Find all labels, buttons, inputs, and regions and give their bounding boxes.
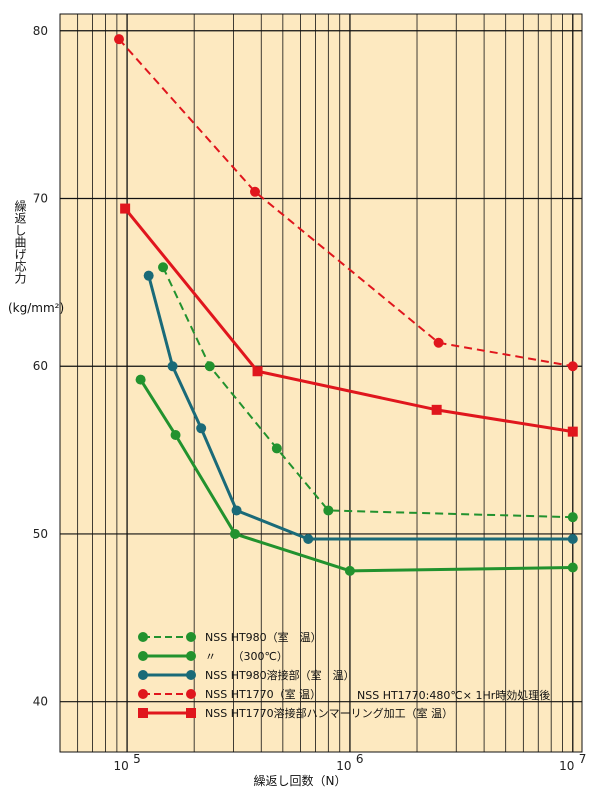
legend-entry: NSS HT980溶接部（室 温） bbox=[138, 668, 355, 682]
legend-entry: NSS HT1770溶接部ハンマーリング加工（室 温） bbox=[138, 706, 453, 720]
chart-note: NSS HT1770:480℃× 1Hr時効処理後 bbox=[357, 688, 550, 702]
legend-marker bbox=[138, 708, 148, 718]
y-axis-label: 繰返し曲げ応力 bbox=[13, 200, 27, 285]
data-point bbox=[114, 34, 125, 45]
series-0 bbox=[158, 262, 578, 523]
data-point bbox=[250, 186, 261, 197]
legend-entry: NSS HT980（室 温） bbox=[138, 630, 322, 644]
legend: NSS HT980（室 温） 〃 （300℃） NSS HT980溶接部（室 温） N… bbox=[138, 630, 453, 720]
legend-entry: 〃 （300℃） bbox=[138, 650, 288, 663]
x-tick-label: 10 bbox=[336, 759, 351, 773]
legend-marker bbox=[186, 651, 196, 661]
series-layer bbox=[114, 34, 578, 576]
data-point bbox=[567, 512, 578, 523]
legend-marker bbox=[186, 689, 196, 699]
legend-label: NSS HT1770（室 温） bbox=[205, 687, 321, 701]
grid bbox=[59, 14, 582, 752]
data-point bbox=[230, 528, 241, 539]
legend-marker bbox=[138, 689, 148, 699]
x-tick-label: 10 bbox=[559, 759, 574, 773]
x-tick-exponent: 5 bbox=[133, 752, 141, 766]
x-tick-label: 10 bbox=[113, 759, 128, 773]
series-4 bbox=[120, 203, 578, 437]
data-point bbox=[252, 366, 263, 377]
y-tick-label: 60 bbox=[33, 359, 48, 373]
legend-label: NSS HT980（室 温） bbox=[205, 630, 322, 644]
data-point bbox=[567, 533, 578, 544]
x-tick-exponent: 7 bbox=[579, 752, 587, 766]
legend-label: NSS HT1770溶接部ハンマーリング加工（室 温） bbox=[205, 706, 453, 720]
data-point bbox=[135, 374, 146, 385]
data-point bbox=[204, 361, 215, 372]
legend-marker bbox=[138, 670, 148, 680]
data-point bbox=[567, 426, 578, 437]
data-point bbox=[158, 262, 169, 273]
data-point bbox=[433, 337, 444, 348]
y-tick-label: 50 bbox=[33, 527, 48, 541]
data-point bbox=[567, 562, 578, 573]
y-tick-label: 40 bbox=[33, 695, 48, 709]
legend-marker bbox=[186, 632, 196, 642]
legend-label: 〃 （300℃） bbox=[205, 650, 288, 663]
data-point bbox=[231, 505, 242, 516]
data-point bbox=[271, 443, 282, 454]
data-point bbox=[170, 429, 181, 440]
x-axis-label: 繰返し回数（N） bbox=[254, 773, 347, 788]
data-point bbox=[196, 423, 207, 434]
legend-marker bbox=[138, 632, 148, 642]
legend-label: NSS HT980溶接部（室 温） bbox=[205, 668, 355, 682]
tick-labels: 40 50 60 70 80 10 5 10 6 10 7 bbox=[33, 24, 587, 773]
series-1 bbox=[135, 374, 578, 576]
y-tick-label: 70 bbox=[33, 192, 48, 206]
series-line bbox=[123, 207, 574, 434]
data-point bbox=[323, 505, 334, 516]
x-tick-exponent: 6 bbox=[356, 752, 364, 766]
series-2 bbox=[143, 270, 578, 544]
data-point bbox=[167, 361, 178, 372]
y-axis-unit: (kg/mm²) bbox=[8, 301, 64, 315]
data-point bbox=[431, 404, 442, 415]
legend-marker bbox=[186, 670, 196, 680]
legend-marker bbox=[186, 708, 196, 718]
series-line bbox=[118, 38, 573, 368]
series-3 bbox=[114, 34, 578, 372]
plot-background bbox=[59, 13, 583, 753]
y-tick-label: 80 bbox=[33, 24, 48, 38]
data-point bbox=[143, 270, 154, 281]
data-point bbox=[344, 565, 355, 576]
data-point bbox=[120, 203, 131, 214]
legend-entry: NSS HT1770（室 温） bbox=[138, 687, 321, 701]
legend-marker bbox=[138, 651, 148, 661]
data-point bbox=[303, 533, 314, 544]
data-point bbox=[567, 361, 578, 372]
series-line bbox=[147, 275, 573, 541]
